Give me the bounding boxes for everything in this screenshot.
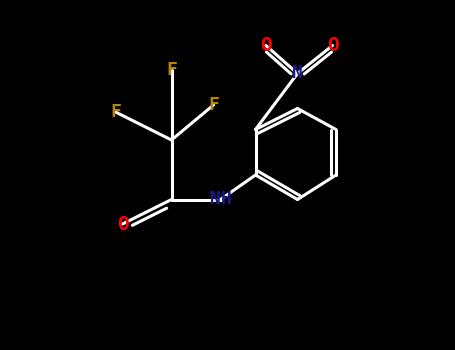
Text: O: O (116, 215, 128, 233)
Text: O: O (260, 36, 272, 55)
Text: F: F (166, 61, 177, 79)
Text: F: F (110, 103, 121, 121)
Text: N: N (292, 64, 303, 83)
Text: F: F (208, 96, 219, 114)
Text: NH: NH (210, 190, 232, 209)
Text: O: O (327, 36, 339, 55)
